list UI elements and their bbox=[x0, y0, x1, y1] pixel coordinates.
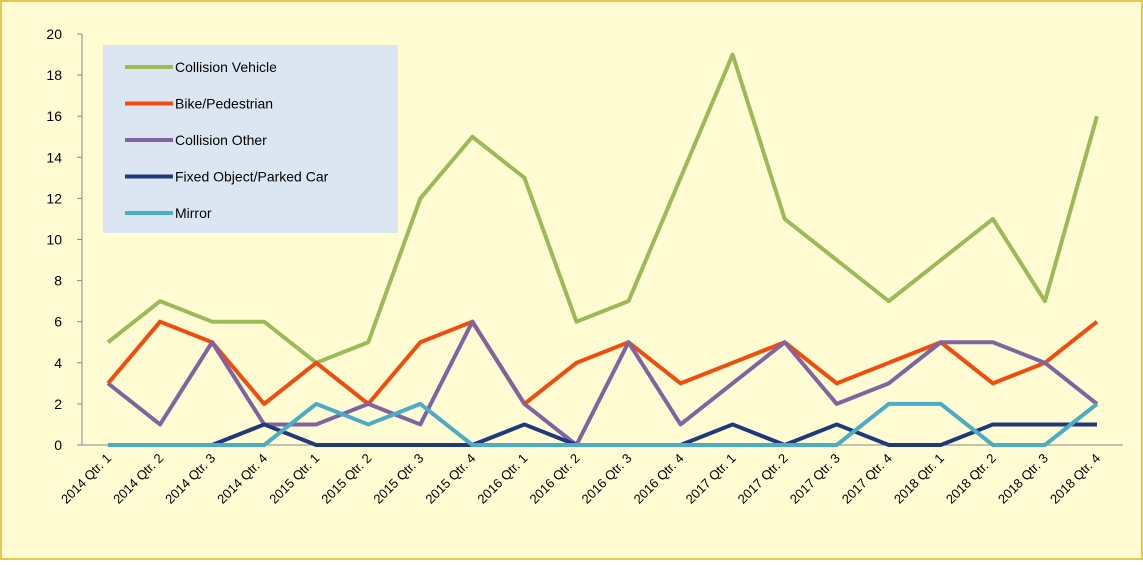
y-tick-label: 10 bbox=[46, 232, 62, 248]
series-line bbox=[106, 319, 1099, 406]
y-tick-label: 6 bbox=[54, 314, 62, 330]
series-line bbox=[106, 52, 1099, 365]
y-tick-label: 4 bbox=[54, 355, 62, 371]
y-tick-label: 18 bbox=[46, 67, 62, 83]
y-tick-label: 14 bbox=[46, 149, 62, 165]
legend-label: Bike/Pedestrian bbox=[175, 96, 273, 112]
y-tick-label: 16 bbox=[46, 108, 62, 124]
series-line bbox=[106, 319, 1099, 447]
y-tick-label: 2 bbox=[54, 396, 62, 412]
legend-label: Collision Other bbox=[175, 132, 267, 148]
series-line bbox=[108, 401, 1099, 447]
y-tick-label: 0 bbox=[54, 437, 62, 453]
y-tick-label: 20 bbox=[46, 26, 62, 42]
y-tick-label: 8 bbox=[54, 273, 62, 289]
legend-label: Mirror bbox=[175, 205, 212, 221]
y-tick-label: 12 bbox=[46, 190, 62, 206]
legend-label: Collision Vehicle bbox=[175, 59, 277, 75]
legend-label: Fixed Object/Parked Car bbox=[175, 169, 329, 185]
